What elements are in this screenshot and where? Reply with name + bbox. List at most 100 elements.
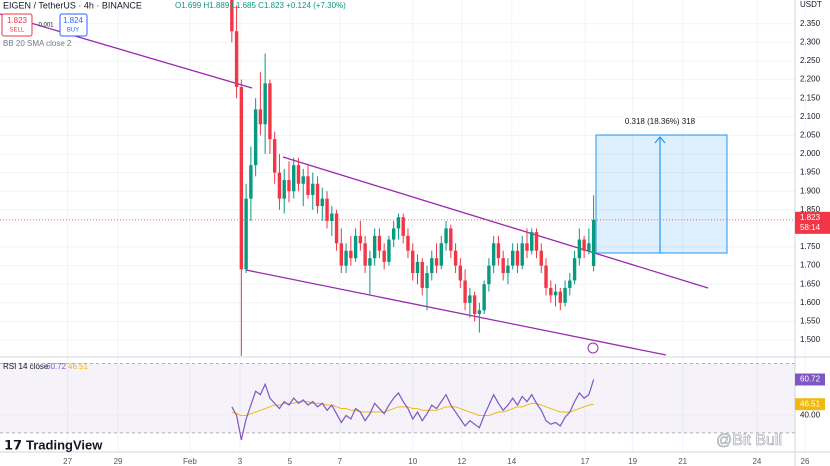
candle-body <box>487 265 491 285</box>
candle-body <box>549 287 553 296</box>
candle-body <box>415 261 420 274</box>
candle-body <box>587 243 591 251</box>
candle-body <box>301 176 305 184</box>
y-tick-label: 2.350 <box>800 19 821 28</box>
x-tick-label: 26 <box>801 457 810 466</box>
candle-body <box>496 243 501 259</box>
candle-body <box>277 172 282 199</box>
buy-button[interactable] <box>59 13 88 37</box>
candle-body <box>558 291 563 303</box>
candle-body <box>520 243 524 266</box>
candle-body <box>577 239 582 259</box>
y-tick-label: 1.500 <box>800 335 821 344</box>
y-tick-label: 2.250 <box>800 56 821 65</box>
y-tick-label: 1.600 <box>800 298 821 307</box>
event-icon <box>587 342 599 354</box>
logo: TradingView <box>26 437 103 452</box>
candle-body <box>315 183 320 207</box>
x-tick-label: 29 <box>114 457 123 466</box>
x-tick-label: 21 <box>678 457 687 466</box>
x-tick-label: 24 <box>752 457 761 466</box>
candle-body <box>330 213 334 221</box>
candle-body <box>553 291 558 296</box>
x-tick-label: 12 <box>457 457 466 466</box>
candle-body <box>406 235 410 251</box>
price-tag-value: 1.823 <box>800 213 821 222</box>
y-tick-label: 1.850 <box>800 205 821 214</box>
x-tick-label: Feb <box>183 457 197 466</box>
measure-label-bg <box>624 115 697 128</box>
candle-body <box>458 265 463 281</box>
candle-body <box>263 83 267 125</box>
candle-body <box>363 243 367 266</box>
candle-body <box>525 243 529 251</box>
candle-body <box>420 261 424 288</box>
rsi-pane <box>0 363 795 440</box>
candle-body <box>268 83 272 140</box>
y-tick-label: 2.200 <box>800 75 821 84</box>
candle-body <box>582 239 586 251</box>
measure-box <box>595 134 728 254</box>
candle-body <box>434 258 439 266</box>
candle-body <box>372 235 377 259</box>
candle-body <box>477 310 482 314</box>
x-tick-label: 5 <box>288 457 293 466</box>
symbol: EIGEN / TetherUS · 4h · BINANCE <box>3 0 142 10</box>
candle-body <box>591 219 596 266</box>
candle-body <box>534 232 539 251</box>
sell-button[interactable] <box>1 13 33 37</box>
candle-body <box>430 258 434 274</box>
ohlc: O1.699 H1.889 L1.685 C1.823 +0.124 (+7.3… <box>175 1 346 10</box>
rsi-ma-line-tag <box>795 398 825 411</box>
candle-body <box>311 183 315 195</box>
candle-body <box>444 228 448 244</box>
price-pane: 0.318 (18.36%) 318 <box>0 0 795 356</box>
candle-body <box>572 258 577 281</box>
candle-body <box>501 258 505 274</box>
measure-label: 0.318 (18.36%) 318 <box>625 117 696 126</box>
candle-body <box>463 280 467 303</box>
candle-body <box>544 265 548 288</box>
rsi-value: 60.72 <box>46 362 67 371</box>
rsi-ma-line-tag-value: 46.51 <box>800 399 821 408</box>
candle-body <box>239 87 244 270</box>
y-tick-label: 2.300 <box>800 38 821 47</box>
candle-body <box>482 284 486 311</box>
candle-body <box>387 239 391 262</box>
rsi-ma-line <box>231 401 594 417</box>
candle-body <box>515 250 520 266</box>
candle-body <box>377 235 382 251</box>
candle-body <box>249 165 253 199</box>
rsi-legend: RSI 14 close <box>3 362 49 371</box>
countdown: 58:14 <box>800 223 821 232</box>
candle-body <box>449 228 453 251</box>
candle-body <box>425 273 429 288</box>
candle-body <box>511 250 515 266</box>
candle-body <box>306 176 310 195</box>
x-tick-label: 14 <box>507 457 516 466</box>
candle-body <box>568 280 572 288</box>
x-tick-label: 27 <box>63 457 72 466</box>
candle-body <box>320 198 324 207</box>
y-tick-label: 1.550 <box>800 317 821 326</box>
candle-body <box>230 0 234 32</box>
candle-body <box>325 198 329 221</box>
candle-body <box>491 243 496 266</box>
rsi-line <box>231 379 595 440</box>
sell-price: 1.823 <box>7 16 28 25</box>
y-tick-label: 1.950 <box>800 168 821 177</box>
candle-body <box>468 295 472 303</box>
rsi-tick-label: 40.00 <box>800 411 821 420</box>
candle-body <box>539 250 543 266</box>
candle-body <box>234 31 239 88</box>
x-tick-label: 3 <box>238 457 243 466</box>
candle-body <box>296 165 301 184</box>
y-tick-label: 1.900 <box>800 186 821 195</box>
candle-body <box>358 235 363 244</box>
spread: 0.001 <box>38 23 54 29</box>
candle-body <box>287 180 291 192</box>
candle-body <box>530 232 534 251</box>
y-tick-label: 2.050 <box>800 131 821 140</box>
